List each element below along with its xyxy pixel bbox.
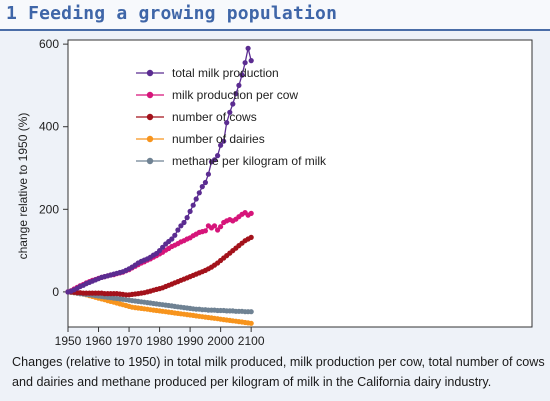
data-point <box>224 120 230 126</box>
y-tick-label: 600 <box>39 37 59 51</box>
data-point <box>221 138 227 144</box>
data-point <box>239 72 245 78</box>
data-point <box>187 208 193 214</box>
data-point <box>211 157 218 163</box>
legend-label: milk production per cow <box>172 88 298 102</box>
figure-title: 1 Feeding a growing population <box>6 3 338 24</box>
legend-swatch-marker <box>146 113 154 121</box>
legend-item: milk production per cow <box>136 88 298 102</box>
legend-label: number of dairies <box>172 132 265 146</box>
y-tick-label: 200 <box>39 202 59 216</box>
x-tick-label: 1950 <box>55 334 82 348</box>
series-total-milk-production <box>65 45 254 295</box>
data-point <box>175 227 181 233</box>
series-layer <box>65 45 254 326</box>
data-point <box>248 234 254 240</box>
data-point <box>248 320 254 326</box>
legend-item: number of cows <box>136 110 257 124</box>
data-point <box>196 190 202 196</box>
data-point <box>172 232 178 238</box>
data-point <box>211 223 218 229</box>
x-tick-label: 1960 <box>85 334 112 348</box>
legend: total milk production milk production per… <box>136 66 327 168</box>
y-tick-label: 400 <box>39 120 59 134</box>
data-point <box>227 109 233 115</box>
data-point <box>215 153 221 159</box>
x-tick-label: 1990 <box>177 334 204 348</box>
figure-header: 1 Feeding a growing population <box>0 0 550 31</box>
data-point <box>193 196 199 202</box>
data-point <box>236 82 242 88</box>
data-point <box>230 101 236 107</box>
data-point <box>248 58 254 64</box>
data-point <box>205 171 211 177</box>
legend-label: total milk production <box>172 66 279 80</box>
data-point <box>190 202 196 208</box>
legend-label: number of cows <box>172 110 257 124</box>
line-chart: change relative to 1950 (%) 0 200 400 600 19… <box>16 37 533 348</box>
legend-label: methane per kilogram of milk <box>172 154 327 168</box>
data-point <box>218 142 224 148</box>
x-tick-label: 2100 <box>238 334 265 348</box>
data-point <box>233 91 239 97</box>
legend-item: total milk production <box>136 66 279 80</box>
data-point <box>184 215 190 221</box>
y-tick-label: 0 <box>52 285 59 299</box>
legend-swatch-marker <box>146 69 154 77</box>
data-point <box>199 184 205 190</box>
axes: 0 200 400 600 1950 1960 1970 1980 1990 2000 2100 <box>39 37 533 348</box>
data-point <box>178 223 184 229</box>
data-point <box>248 309 254 315</box>
legend-swatch-marker <box>146 135 154 143</box>
data-point <box>157 248 163 254</box>
data-point <box>202 179 208 186</box>
legend-item: number of dairies <box>136 132 265 146</box>
x-tick-label: 1980 <box>146 334 173 348</box>
data-point <box>160 244 166 250</box>
data-point <box>245 45 251 51</box>
data-point <box>202 228 208 234</box>
data-point <box>242 60 248 66</box>
data-point <box>181 219 187 226</box>
legend-swatch-marker <box>146 91 154 99</box>
data-point <box>218 224 224 230</box>
figure-caption: Changes (relative to 1950) in total milk… <box>12 355 545 389</box>
legend-swatch-marker <box>146 157 154 165</box>
data-point <box>248 210 254 216</box>
x-tick-label: 2000 <box>207 334 234 348</box>
x-tick-label: 1970 <box>116 334 143 348</box>
legend-item: methane per kilogram of milk <box>136 154 327 168</box>
data-point <box>215 227 221 233</box>
data-point <box>169 236 175 242</box>
plot-area <box>67 39 533 328</box>
y-axis-label: change relative to 1950 (%) <box>16 113 30 260</box>
